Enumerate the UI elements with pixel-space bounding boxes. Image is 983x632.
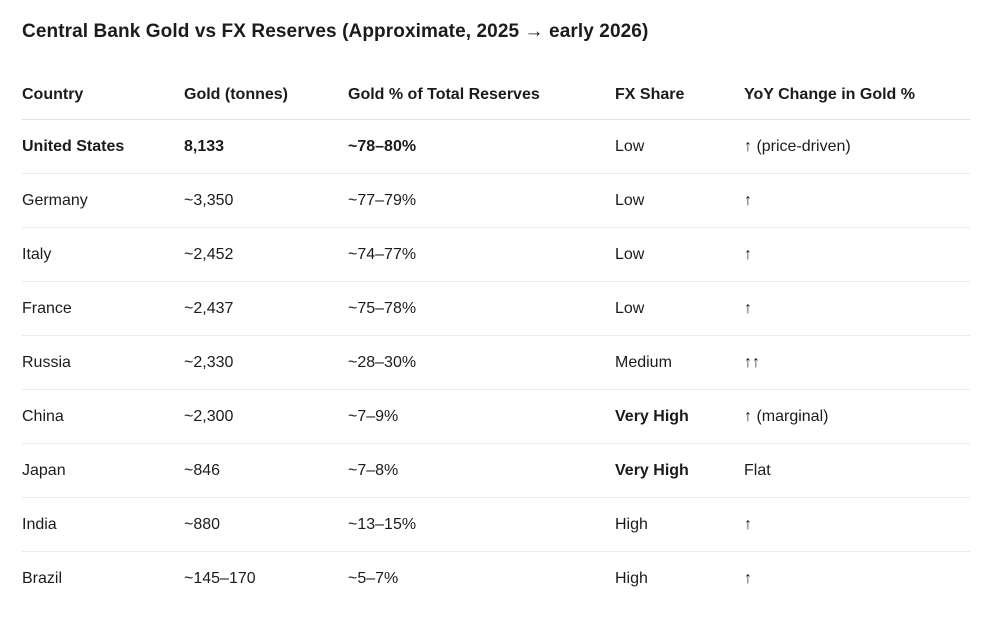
table-cell: ~2,330 (184, 335, 348, 390)
column-header-gold-tonnes: Gold (tonnes) (184, 85, 348, 120)
table-cell: Japan (22, 443, 184, 498)
table-cell: Very High (615, 389, 744, 444)
page-title: Central Bank Gold vs FX Reserves (Approx… (22, 21, 649, 42)
column-header-fx-share: FX Share (615, 85, 744, 120)
table-cell: ~846 (184, 443, 348, 498)
table-cell: ↑ (744, 173, 970, 228)
table-row: Italy ~2,452 ~74–77% Low ↑ (22, 227, 970, 282)
table-cell: ~7–8% (348, 443, 615, 498)
table-cell: Low (615, 227, 744, 282)
table-cell: Brazil (22, 570, 63, 587)
table-row: China ~2,300 ~7–9% Very High ↑ (marginal) (22, 389, 970, 444)
table-cell: ~7–9% (348, 389, 615, 444)
table-cell: Low (615, 173, 744, 228)
table-cell: ~13–15% (348, 497, 615, 552)
table-cell: ~2,300 (184, 389, 348, 444)
table-cell: Germany (22, 173, 184, 228)
table-row: Brazil ~145–170 ~5–7% High ↑ (22, 552, 970, 606)
table-cell: ~28–30% (348, 335, 615, 390)
table-cell: China (22, 389, 184, 444)
page: Central Bank Gold vs FX Reserves (Approx… (0, 20, 983, 605)
column-header-country: Country (22, 85, 184, 120)
table-row: Japan ~846 ~7–8% Very High Flat (22, 443, 970, 498)
table-cell: ~2,452 (184, 227, 348, 282)
table-cell: ~77–79% (348, 173, 615, 228)
table-cell: Italy (22, 227, 184, 282)
table-row: India ~880 ~13–15% High ↑ (22, 497, 970, 552)
table-row: United States 8,133 ~78–80% Low ↑ (price-dri… (22, 119, 970, 174)
table-cell: 8,133 (184, 119, 348, 174)
table-cell: ~3,350 (184, 173, 348, 228)
table-row: France ~2,437 ~75–78% Low ↑ (22, 281, 970, 336)
table-cell: ~5–7% (348, 570, 399, 587)
table-cell: India (22, 497, 184, 552)
table-cell: Low (615, 281, 744, 336)
table-cell: France (22, 281, 184, 336)
table-cell: ↑ (744, 227, 970, 282)
table-cell: High (615, 570, 648, 587)
table-cell: ~880 (184, 497, 348, 552)
column-header-gold-pct-of-reserves: Gold % of Total Reserves (348, 85, 615, 120)
table-cell: Low (615, 119, 744, 174)
table-cell: ↑ (marginal) (744, 389, 970, 444)
table-cell: ~78–80% (348, 119, 615, 174)
table-cell: United States (22, 119, 184, 174)
table-cell: ~75–78% (348, 281, 615, 336)
table-cell: High (615, 497, 744, 552)
table-row: Russia ~2,330 ~28–30% Medium ↑↑ (22, 335, 970, 390)
table-cell: ~2,437 (184, 281, 348, 336)
column-header-yoy-change: YoY Change in Gold % (744, 85, 970, 120)
table-cell: ↑ (744, 497, 970, 552)
table-row: Germany ~3,350 ~77–79% Low ↑ (22, 173, 970, 228)
table-cell: ↑ (price-driven) (744, 119, 970, 174)
table-cell: ↑ (744, 570, 752, 587)
table-body: United States 8,133 ~78–80% Low ↑ (price-dri… (22, 119, 970, 606)
table-cell: Flat (744, 443, 970, 498)
table-cell: Very High (615, 443, 744, 498)
table-cell: Russia (22, 335, 184, 390)
table-cell: ~145–170 (184, 570, 256, 587)
table-cell: Medium (615, 335, 744, 390)
table-header-row: Country Gold (tonnes) Gold % of Total Re… (22, 85, 970, 120)
reserves-table: Country Gold (tonnes) Gold % of Total Re… (22, 85, 970, 605)
table-cell: ~74–77% (348, 227, 615, 282)
table-cell: ↑ (744, 281, 970, 336)
table-cell: ↑↑ (744, 335, 970, 390)
